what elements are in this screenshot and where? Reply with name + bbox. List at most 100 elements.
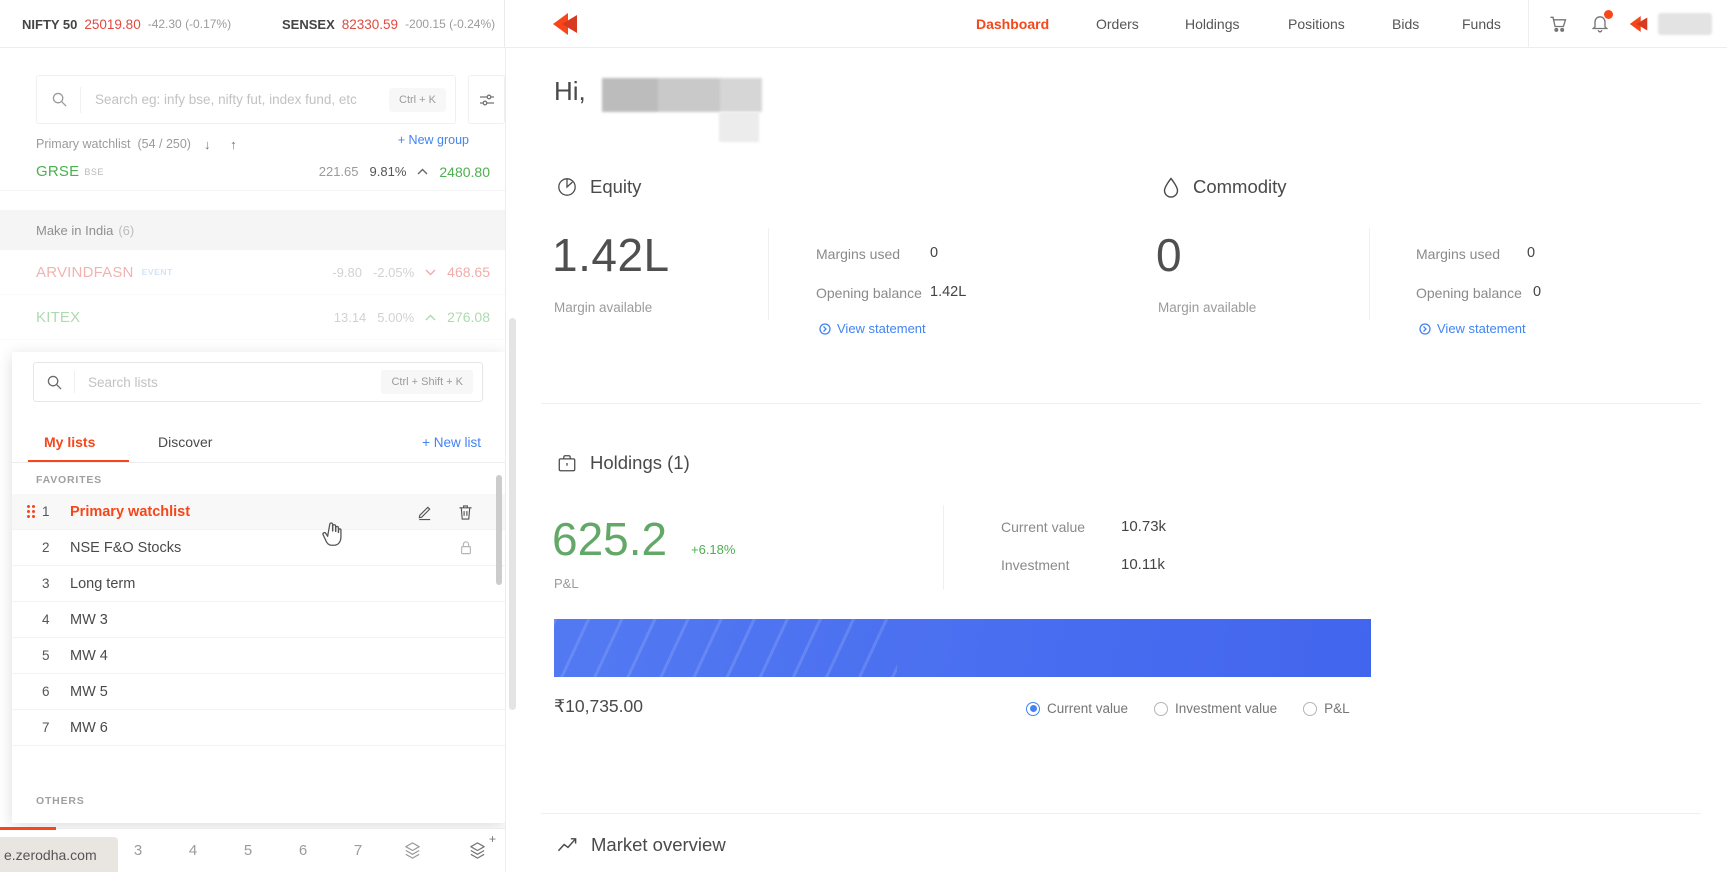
group-name: Make in India: [36, 222, 114, 238]
holdings-section-header: Holdings (1): [557, 452, 690, 474]
nav-positions[interactable]: Positions: [1288, 16, 1345, 32]
bell-icon[interactable]: [1590, 13, 1610, 34]
commodity-view-statement-link[interactable]: View statement: [1419, 321, 1526, 336]
top-bar: NIFTY 50 25019.80 -42.30 (-0.17%) SENSEX…: [0, 0, 1727, 48]
commodity-margin-available: 0: [1156, 229, 1183, 281]
cart-icon[interactable]: [1548, 14, 1568, 34]
watchlist-title: Primary watchlist: [36, 137, 131, 151]
watchlist-tab-3[interactable]: 3: [133, 842, 143, 859]
radio-investment-value[interactable]: Investment value: [1154, 701, 1277, 716]
list-row-mw5[interactable]: 6 MW 5: [12, 674, 505, 710]
quote-pct: 9.81%: [369, 164, 407, 179]
equity-view-statement-link[interactable]: View statement: [819, 321, 926, 336]
watchlist-sort-arrows[interactable]: ↓ ↑: [203, 136, 245, 152]
equity-divider: [768, 228, 769, 320]
holdings-pnl-percent: +6.18%: [691, 542, 736, 557]
sensex-ticker: SENSEX 82330.59 -200.15 (-0.24%): [282, 0, 495, 48]
greeting-text: Hi,: [554, 76, 586, 106]
equity-margin-available: 1.42L: [552, 229, 670, 281]
holdings-value-bar[interactable]: [554, 619, 1371, 677]
drag-handle-icon[interactable]: [27, 505, 35, 518]
popup-scrollbar-thumb[interactable]: [496, 475, 502, 585]
nav-orders[interactable]: Orders: [1096, 16, 1139, 32]
radio-current-value[interactable]: Current value: [1026, 701, 1128, 716]
edit-icon[interactable]: [416, 503, 433, 521]
trend-up-icon: [557, 836, 578, 854]
lists-search-box[interactable]: Ctrl + Shift + K: [33, 362, 483, 402]
main-scrollbar-thumb[interactable]: [509, 318, 516, 710]
holdings-bar-total: ₹10,735.00: [554, 696, 643, 716]
list-number: 1: [42, 504, 50, 519]
nav-dashboard[interactable]: Dashboard: [976, 16, 1050, 32]
quote-pct: -2.05%: [372, 264, 415, 280]
indices-strip: NIFTY 50 25019.80 -42.30 (-0.17%) SENSEX…: [0, 0, 505, 48]
lists-search-input[interactable]: [88, 374, 382, 390]
nav-funds[interactable]: Funds: [1462, 16, 1501, 32]
tabs-divider: [12, 462, 505, 463]
watchlist-tab-6[interactable]: 6: [298, 842, 308, 859]
list-label: MW 5: [70, 683, 108, 700]
nifty-name: NIFTY 50: [22, 16, 78, 32]
watchlist-tab-7[interactable]: 7: [353, 842, 363, 859]
radio-pnl[interactable]: P&L: [1303, 701, 1350, 716]
manage-lists-icon[interactable]: [403, 841, 422, 860]
trash-icon[interactable]: [458, 503, 473, 521]
list-label: MW 4: [70, 647, 108, 664]
current-value: 10.73k: [1121, 518, 1167, 535]
nifty-value: 25019.80: [84, 16, 141, 32]
add-list-stack-icon[interactable]: [468, 841, 487, 860]
list-row-long-term[interactable]: 3 Long term: [12, 566, 505, 602]
watchlist-settings-button[interactable]: [468, 75, 505, 124]
new-group-button[interactable]: + New group: [397, 133, 469, 147]
profile-kite-icon[interactable]: [1629, 16, 1651, 32]
section-divider: [541, 813, 1701, 814]
quote-symbol: ARVINDFASN: [36, 263, 134, 281]
quote-ltp: 468.65: [447, 264, 490, 280]
list-row-primary-watchlist[interactable]: 1 Primary watchlist: [12, 494, 505, 530]
quote-exchange: BSE: [84, 166, 104, 177]
quote-change: -9.80: [332, 264, 362, 280]
quote-row-arvindfasn[interactable]: ARVINDFASN EVENT -9.80 -2.05% 468.65: [0, 250, 505, 295]
nifty-ticker: NIFTY 50 25019.80 -42.30 (-0.17%): [22, 0, 231, 48]
equity-margin-available-label: Margin available: [554, 300, 653, 315]
watchlist-tab-4[interactable]: 4: [188, 842, 198, 859]
equity-title: Equity: [590, 176, 642, 197]
instrument-search-input[interactable]: [95, 92, 390, 107]
sensex-name: SENSEX: [282, 16, 335, 32]
radio-label: Investment value: [1175, 701, 1278, 716]
list-number: 5: [42, 648, 50, 663]
search-divider: [80, 86, 81, 113]
sensex-value: 82330.59: [341, 16, 399, 32]
watchlist-group-header[interactable]: Make in India (6): [0, 210, 505, 250]
watchlist-header: Primary watchlist (54 / 250) ↓ ↑ + New g…: [36, 133, 476, 155]
list-row-mw6[interactable]: 7 MW 6: [12, 710, 505, 746]
quote-row-kitex[interactable]: KITEX 13.14 5.00% 276.08: [0, 295, 505, 340]
kite-logo-icon[interactable]: [553, 13, 581, 35]
radio-dot: [1154, 701, 1169, 716]
list-row-nse-fo-stocks[interactable]: 2 NSE F&O Stocks: [12, 530, 505, 566]
tab-my-lists[interactable]: My lists: [44, 434, 96, 450]
commodity-opening-balance-label: Opening balance: [1416, 285, 1522, 301]
tab-discover[interactable]: Discover: [158, 434, 213, 450]
search-divider: [74, 371, 75, 393]
radio-label: Current value: [1047, 701, 1129, 716]
list-label: NSE F&O Stocks: [70, 539, 182, 556]
user-id-redacted[interactable]: [1658, 13, 1712, 35]
equity-margins-used-label: Margins used: [816, 246, 901, 262]
new-list-button[interactable]: + New list: [422, 435, 481, 450]
watchlist-tab-5[interactable]: 5: [243, 842, 253, 859]
watchlist-sidebar: Ctrl + K Primary watchlist (54 / 250) ↓ …: [0, 48, 505, 872]
nav-bids[interactable]: Bids: [1392, 16, 1420, 32]
quote-symbol: KITEX: [36, 308, 81, 326]
instrument-search-box[interactable]: Ctrl + K: [36, 75, 456, 124]
list-row-mw4[interactable]: 5 MW 4: [12, 638, 505, 674]
nav-holdings[interactable]: Holdings: [1185, 16, 1240, 32]
list-row-mw3[interactable]: 4 MW 3: [12, 602, 505, 638]
quote-row-grse[interactable]: GRSE BSE 221.65 9.81% 2480.80: [0, 153, 505, 191]
quote-symbol: GRSE: [36, 163, 80, 180]
watchlist-count: (54 / 250): [137, 137, 191, 151]
list-label: Long term: [70, 575, 136, 592]
section-divider: [541, 403, 1701, 404]
commodity-margins-used-label: Margins used: [1416, 246, 1501, 262]
